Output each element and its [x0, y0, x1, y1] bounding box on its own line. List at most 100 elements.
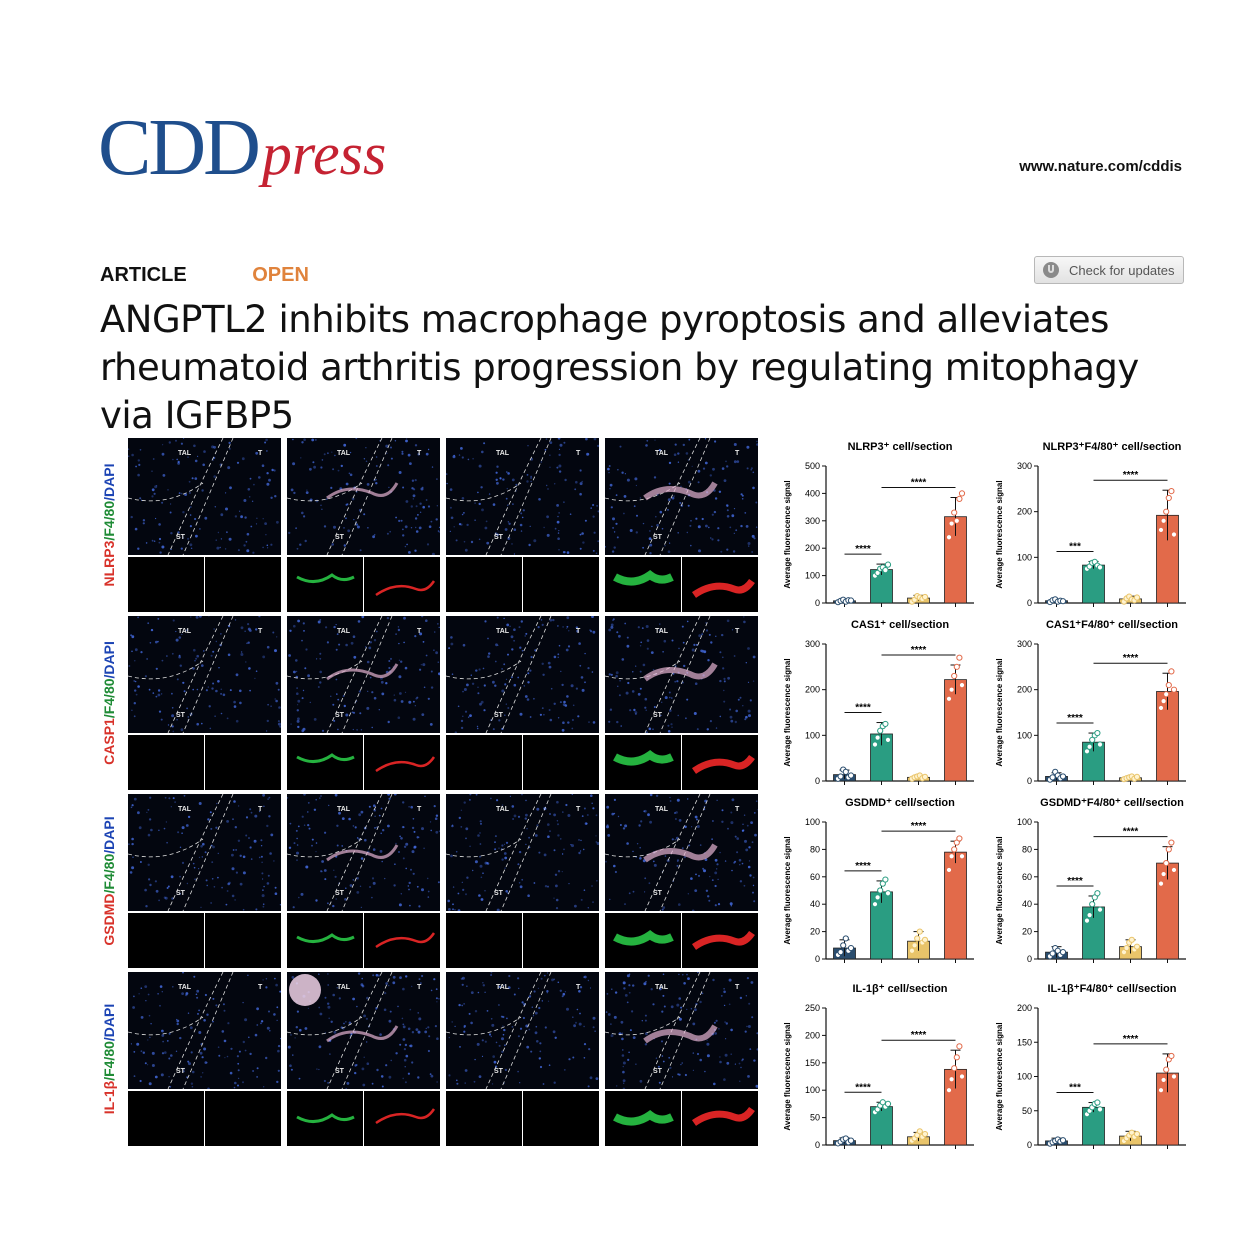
data-point — [1170, 531, 1178, 538]
chart-title: CAS1⁺F4/80⁺ cell/section — [1046, 619, 1178, 631]
label-tal: TAL — [337, 984, 351, 991]
data-point — [837, 773, 844, 780]
red-channel-inset — [205, 557, 281, 612]
label-tal: TAL — [178, 628, 192, 635]
logo-cdd: CDD — [98, 104, 261, 192]
label-tal: TAL — [337, 628, 351, 635]
data-point — [1133, 773, 1141, 780]
data-point — [948, 686, 955, 693]
label-t: T — [576, 450, 581, 457]
chart-title: NLRP3⁺F4/80⁺ cell/section — [1043, 441, 1182, 453]
data-point — [1133, 943, 1141, 950]
label-t: T — [417, 984, 422, 991]
data-point — [916, 1128, 923, 1135]
green-channel-inset — [605, 913, 681, 968]
data-point — [956, 1043, 963, 1050]
chart-svg: CAS1⁺ cell/section Average fluorescence s… — [783, 619, 974, 786]
label-t: T — [576, 628, 581, 635]
image-column: TAL T ST — [605, 616, 758, 790]
red-channel-inset — [682, 735, 758, 790]
check-for-updates-button[interactable]: Check for updates — [1034, 256, 1184, 284]
data-point — [1133, 1130, 1141, 1138]
significance-label: **** — [855, 544, 871, 555]
y-tick-label: 200 — [805, 1030, 820, 1040]
y-tick-label: 0 — [815, 776, 820, 786]
data-point — [1168, 1052, 1175, 1060]
red-channel-inset — [523, 557, 599, 612]
y-tick-label: 300 — [805, 516, 820, 526]
y-tick-label: 300 — [1017, 639, 1032, 649]
label-t: T — [735, 450, 740, 457]
chart-title: GSDMD⁺ cell/section — [845, 797, 955, 809]
significance-label: **** — [1067, 713, 1083, 724]
label-tal: TAL — [496, 984, 510, 991]
data-point — [1128, 936, 1135, 943]
image-column: TAL T ST — [287, 616, 440, 790]
green-channel-inset — [287, 913, 363, 968]
data-point — [1157, 526, 1165, 534]
data-point — [882, 876, 889, 883]
data-point — [882, 567, 889, 574]
micrograph: TAL T ST — [128, 972, 281, 1089]
image-column: TAL T ST — [605, 794, 758, 968]
data-point — [1083, 917, 1091, 924]
data-point — [1160, 697, 1167, 705]
y-tick-label: 150 — [805, 1058, 820, 1068]
data-point — [1170, 686, 1178, 693]
data-point — [882, 720, 889, 728]
label-st: ST — [335, 712, 344, 719]
label-t: T — [258, 628, 263, 635]
row-label-red: IL-1β — [101, 1080, 117, 1115]
y-axis-label: Average fluorescence signal — [995, 1022, 1004, 1130]
label-t: T — [735, 628, 740, 635]
data-point — [1157, 1087, 1165, 1094]
micrograph: TAL T ST — [128, 438, 281, 555]
red-channel-inset — [205, 1091, 281, 1146]
bar-chart: IL-1β⁺F4/80⁺ cell/section Average fluores… — [990, 978, 1208, 1156]
label-st: ST — [176, 712, 185, 719]
data-point — [1123, 944, 1130, 952]
row-label-blue: DAPI — [101, 641, 117, 675]
red-channel-inset — [364, 913, 440, 968]
image-column: TAL T ST — [446, 972, 599, 1146]
data-point — [1096, 741, 1104, 748]
label-t: T — [417, 450, 422, 457]
green-channel-inset — [287, 735, 363, 790]
label-tal: TAL — [496, 806, 510, 813]
row-label-red: NLRP3 — [101, 540, 117, 587]
data-point — [945, 1087, 953, 1094]
bar-chart: NLRP3⁺ cell/section Average fluorescence … — [778, 436, 996, 614]
label-t: T — [417, 806, 422, 813]
significance-label: **** — [1123, 470, 1139, 481]
micrograph: TAL T ST — [605, 616, 758, 733]
green-channel-inset — [128, 735, 204, 790]
data-point — [945, 866, 953, 874]
y-axis-label: Average fluorescence signal — [995, 480, 1004, 588]
red-channel-inset — [205, 735, 281, 790]
label-st: ST — [494, 712, 503, 719]
label-tal: TAL — [496, 450, 510, 457]
green-channel-inset — [128, 913, 204, 968]
label-tal: TAL — [178, 806, 192, 813]
micrograph: TAL T ST — [128, 616, 281, 733]
bar-chart: IL-1β⁺ cell/section Average fluorescence … — [778, 978, 996, 1156]
label-st: ST — [176, 534, 185, 541]
significance-label: *** — [1069, 1083, 1081, 1094]
data-point — [951, 509, 958, 516]
label-st: ST — [653, 534, 662, 541]
open-access-tag: OPEN — [252, 264, 309, 286]
image-row: TAL T ST TAL T ST TAL T ST — [128, 438, 760, 612]
image-column: TAL T ST — [605, 438, 758, 612]
y-tick-label: 0 — [1027, 776, 1032, 786]
y-tick-label: 100 — [1017, 730, 1032, 740]
data-point — [1170, 866, 1178, 874]
red-channel-inset — [682, 913, 758, 968]
data-point — [951, 672, 958, 680]
y-tick-label: 0 — [1027, 598, 1032, 608]
label-st: ST — [335, 890, 344, 897]
y-tick-label: 100 — [1017, 817, 1032, 827]
green-channel-inset — [446, 913, 522, 968]
journal-url[interactable]: www.nature.com/cddis — [1019, 158, 1182, 175]
data-point — [1165, 494, 1172, 502]
article-tags: ARTICLE OPEN — [100, 264, 309, 287]
